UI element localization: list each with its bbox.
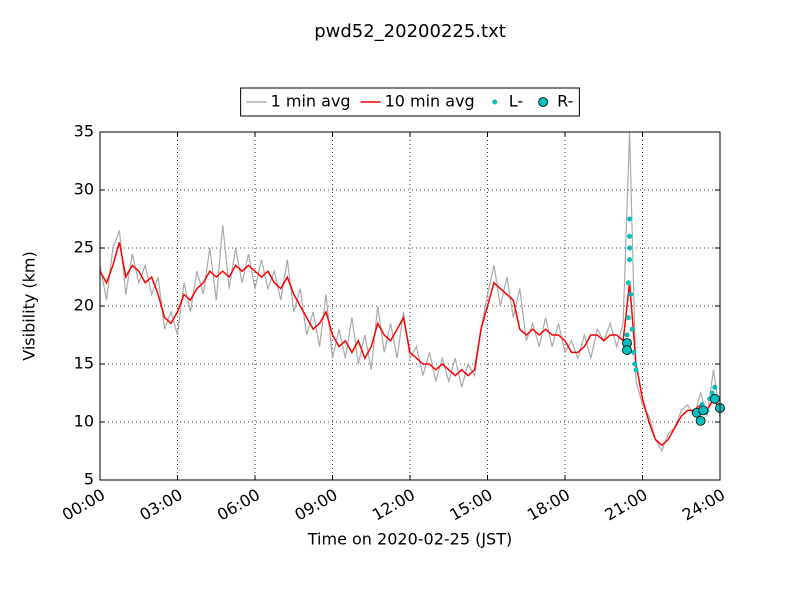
legend-label: R- (557, 92, 573, 111)
y-axis-label: Visibility (km) (20, 251, 39, 360)
data-point (627, 257, 633, 263)
legend-item: R- (538, 92, 573, 111)
data-point (698, 405, 709, 416)
legend-item: 1 min avg (246, 92, 351, 111)
data-point (633, 367, 639, 373)
legend-swatch (492, 99, 498, 105)
data-point (695, 415, 706, 426)
y-tick-label: 20 (74, 296, 94, 315)
legend-swatch (538, 97, 549, 107)
data-point (622, 345, 632, 355)
data-point (627, 216, 633, 222)
legend-label: L- (509, 92, 523, 111)
data-point (625, 280, 631, 286)
y-tick-label: 5 (84, 470, 94, 489)
y-tick-label: 15 (74, 354, 94, 373)
data-point (709, 393, 720, 404)
legend-item: 10 min avg (360, 92, 475, 111)
data-point (625, 315, 631, 321)
data-point (627, 233, 633, 239)
y-tick-label: 25 (74, 238, 94, 257)
plot-frame (99, 131, 721, 481)
data-point (630, 349, 636, 355)
data-point (632, 361, 638, 367)
data-point (629, 326, 635, 332)
data-point (627, 245, 633, 251)
y-tick-label: 35 (74, 122, 94, 141)
data-point (712, 384, 718, 390)
legend-label: 1 min avg (271, 92, 351, 111)
data-line (100, 241, 720, 447)
y-tick-label: 30 (74, 180, 94, 199)
legend: 1 min avg 10 min avg L- R- (240, 87, 580, 117)
chart-title: pwd52_20200225.txt (314, 21, 506, 42)
data-point (624, 332, 630, 338)
legend-item: L- (492, 92, 523, 111)
legend-box (240, 87, 580, 117)
data-point (628, 291, 634, 297)
legend-label: 10 min avg (385, 92, 475, 111)
x-axis-label: Time on 2020-02-25 (JST) (307, 530, 512, 549)
data-line (100, 132, 720, 453)
y-tick-label: 10 (74, 412, 94, 431)
